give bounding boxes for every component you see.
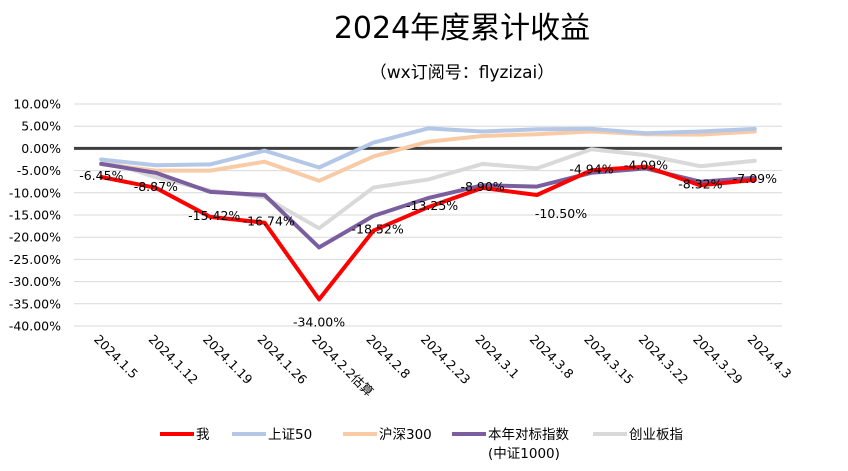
x-tick-label: 2024.3.15 (581, 332, 637, 388)
legend-label: 本年对标指数 (488, 427, 569, 443)
x-tick-label: 2024.3.8 (527, 332, 577, 382)
series-line-上证50 (99, 126, 757, 170)
y-tick-label: -10.00% (9, 185, 61, 200)
chart-title: 2024年度累计收益 (334, 11, 590, 46)
legend-label-sub: (中证1000) (488, 446, 560, 462)
data-label: -8.87% (134, 179, 178, 194)
data-label: -10.50% (535, 206, 587, 221)
grid-lines (74, 103, 782, 327)
series-line-mine (99, 164, 757, 302)
y-tick-label: -40.00% (9, 319, 61, 334)
x-tick-label: 2024.3.22 (636, 332, 692, 388)
data-label: -6.45% (79, 168, 123, 183)
data-label: -8.90% (460, 179, 504, 194)
legend-label: 上证50 (268, 427, 312, 443)
data-label: -4.94% (569, 161, 613, 176)
legend-label: 我 (196, 427, 210, 443)
legend-label: 创业板指 (629, 427, 683, 443)
x-tick-label: 2024.2.23 (418, 332, 474, 388)
legend-label: 沪深300 (379, 427, 432, 443)
data-label: -13.25% (406, 198, 458, 213)
x-tick-label: 2024.1.26 (254, 332, 310, 388)
data-label: -4.09% (624, 158, 668, 173)
y-tick-label: -25.00% (9, 252, 61, 267)
y-tick-label: -15.00% (9, 208, 61, 223)
x-tick-label: 2024.1.12 (146, 332, 202, 388)
y-tick-label: 10.00% (13, 97, 61, 112)
y-tick-label: 0.00% (21, 141, 61, 156)
x-tick-label: 2024.3.1 (472, 332, 522, 382)
y-axis: 10.00% 5.00% 0.00% -5.00% -10.00% -15.00% -20.… (9, 97, 61, 334)
x-tick-label: 2024.2.8 (363, 332, 413, 382)
series-lines (99, 126, 757, 302)
y-tick-label: -30.00% (9, 274, 61, 289)
data-label: -18.52% (352, 222, 404, 237)
x-tick-label: 2024.3.29 (690, 332, 746, 388)
x-tick-label: 2024.1.19 (200, 332, 256, 388)
chart-subtitle: （wx订阅号：flyzizai） (370, 63, 554, 83)
x-tick-label: 2024.4.3 (745, 332, 795, 382)
y-tick-label: 5.00% (21, 119, 61, 134)
legend: 我 上证50 沪深300 本年对标指数 (中证1000) 创业板指 (160, 427, 683, 462)
data-label: -15.42% (188, 208, 240, 223)
y-tick-label: -5.00% (17, 163, 61, 178)
y-tick-label: -35.00% (9, 296, 61, 311)
y-tick-label: -20.00% (9, 230, 61, 245)
data-label: -8.32% (678, 176, 722, 191)
data-label: -7.09% (733, 171, 777, 186)
data-labels: -6.45% -8.87% -15.42% -16.74% -34.00% -18.52%… (79, 158, 777, 330)
data-label: -16.74% (243, 214, 295, 229)
x-tick-label: 2024.1.5 (91, 332, 141, 382)
data-label: -34.00% (293, 314, 345, 329)
